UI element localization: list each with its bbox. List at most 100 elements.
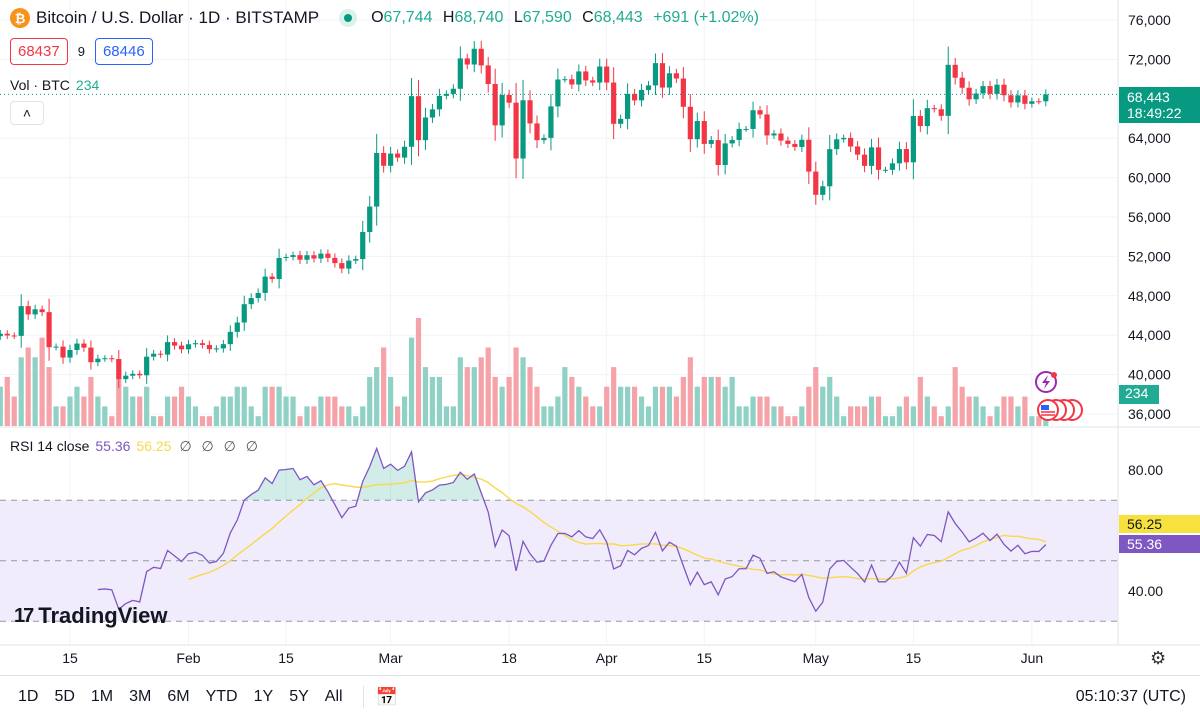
volume-bar bbox=[297, 416, 303, 426]
volume-bar bbox=[199, 416, 206, 426]
volume-bar bbox=[625, 386, 631, 426]
candle-body bbox=[471, 48, 477, 65]
candle-body bbox=[848, 137, 854, 147]
volume-bar bbox=[875, 396, 882, 426]
timeframe-3m[interactable]: 3M bbox=[129, 688, 152, 705]
volume-bar bbox=[590, 406, 596, 426]
volume-price-label: 234 bbox=[1119, 385, 1159, 404]
candle-body bbox=[513, 102, 519, 159]
chevron-up-icon: ˄ bbox=[22, 105, 32, 121]
market-status-icon[interactable] bbox=[339, 9, 358, 27]
volume-bar bbox=[694, 386, 700, 426]
volume-bar bbox=[938, 416, 944, 426]
clock-timezone[interactable]: 05:10:37 (UTC) bbox=[1075, 688, 1186, 705]
volume-bar bbox=[67, 396, 73, 426]
timeframe-5d[interactable]: 5D bbox=[54, 688, 75, 705]
timeframe-ytd[interactable]: YTD bbox=[205, 688, 238, 705]
rsi-overbought-fill bbox=[97, 448, 1046, 501]
volume-bar bbox=[109, 416, 115, 426]
candle-body bbox=[548, 106, 554, 138]
events-badges[interactable] bbox=[1034, 370, 1094, 427]
candle-body bbox=[429, 109, 436, 118]
candle-body bbox=[367, 206, 373, 232]
candle-body bbox=[248, 298, 254, 305]
candle-body bbox=[11, 335, 17, 337]
volume-legend[interactable]: Vol · BTC 234 bbox=[10, 77, 100, 93]
volume-bar bbox=[53, 406, 59, 426]
time-tick-label: Mar bbox=[379, 650, 403, 666]
timeframe-1d[interactable]: 1D bbox=[18, 688, 39, 705]
timeframe-5y[interactable]: 5Y bbox=[289, 688, 309, 705]
volume-bar bbox=[1008, 396, 1014, 426]
rsi-legend[interactable]: RSI 14 close 55.36 56.25 ∅ ∅ ∅ ∅ bbox=[10, 438, 261, 454]
volume-bar bbox=[171, 396, 178, 426]
volume-bar bbox=[151, 416, 157, 426]
volume-bar bbox=[206, 416, 212, 426]
candle-body bbox=[590, 80, 596, 83]
lightning-icon bbox=[1035, 371, 1057, 393]
volume-bar bbox=[318, 396, 324, 426]
candle-body bbox=[917, 116, 923, 127]
volume-bar bbox=[743, 406, 749, 426]
volume-bar bbox=[827, 376, 833, 426]
buy-button[interactable]: 68446 bbox=[94, 38, 153, 65]
candle-body bbox=[1015, 95, 1021, 103]
price-tick-label: 48,000 bbox=[1128, 288, 1171, 304]
candle-body bbox=[541, 137, 547, 141]
volume-bar bbox=[848, 406, 854, 426]
volume-bar bbox=[631, 386, 638, 426]
candle-body bbox=[771, 133, 777, 136]
volume-bar bbox=[325, 396, 331, 426]
candle-body bbox=[290, 255, 296, 257]
sell-button[interactable]: 68437 bbox=[10, 38, 68, 65]
collapse-legend-button[interactable]: ˄ bbox=[10, 101, 44, 125]
candle-body bbox=[604, 66, 610, 83]
candle-body bbox=[130, 373, 136, 376]
volume-bar bbox=[1043, 419, 1049, 426]
volume-bar bbox=[401, 396, 408, 426]
volume-bar bbox=[527, 367, 533, 426]
tradingview-logo[interactable]: 17 TradingView bbox=[14, 603, 168, 628]
volume-bar bbox=[248, 406, 254, 426]
candle-body bbox=[415, 96, 422, 141]
timeframe-6m[interactable]: 6M bbox=[167, 688, 190, 705]
volume-bar bbox=[757, 396, 763, 426]
symbol-title[interactable]: Bitcoin / U.S. Dollar · 1D · BITSTAMP bbox=[36, 8, 320, 27]
volume-bar bbox=[499, 386, 505, 426]
volume-bar bbox=[367, 376, 373, 426]
volume-bar bbox=[388, 376, 394, 426]
candle-body bbox=[241, 304, 247, 323]
symbol-header[interactable]: ₿ Bitcoin / U.S. Dollar · 1D · BITSTAMP … bbox=[10, 8, 765, 28]
volume-bar bbox=[339, 406, 345, 426]
ohlc-values: O67,744 H68,740 L67,590 C68,443 +691 (+1… bbox=[371, 9, 759, 26]
volume-bar bbox=[917, 376, 923, 426]
volume-bar bbox=[785, 416, 791, 426]
volume-bar bbox=[868, 396, 875, 426]
volume-bar bbox=[764, 396, 770, 426]
candle-body bbox=[353, 259, 359, 261]
timeframe-1m[interactable]: 1M bbox=[90, 688, 114, 705]
candle-body bbox=[436, 95, 443, 110]
volume-bar bbox=[374, 367, 380, 426]
timeframe-all[interactable]: All bbox=[324, 688, 343, 705]
volume-bar bbox=[234, 386, 240, 426]
volume-bar bbox=[562, 367, 568, 426]
timeframe-1y[interactable]: 1Y bbox=[253, 688, 274, 705]
candle-body bbox=[729, 139, 735, 144]
time-tick-label: 18 bbox=[501, 650, 517, 666]
candle-body bbox=[715, 140, 721, 165]
price-tick-label: 52,000 bbox=[1128, 248, 1171, 264]
calendar-goto-date-icon[interactable]: 📅 bbox=[375, 686, 398, 707]
candle-body bbox=[269, 276, 275, 280]
volume-bar bbox=[471, 367, 477, 426]
volume-bar bbox=[213, 406, 219, 426]
candle-body bbox=[492, 84, 498, 126]
candle-body bbox=[95, 358, 101, 363]
candle-body bbox=[1001, 84, 1007, 96]
volume-bar bbox=[701, 376, 707, 426]
candle-body bbox=[534, 123, 540, 141]
settings-gear-icon[interactable]: ⚙ bbox=[1150, 648, 1167, 668]
volume-bar bbox=[645, 406, 652, 426]
candle-body bbox=[381, 152, 387, 166]
